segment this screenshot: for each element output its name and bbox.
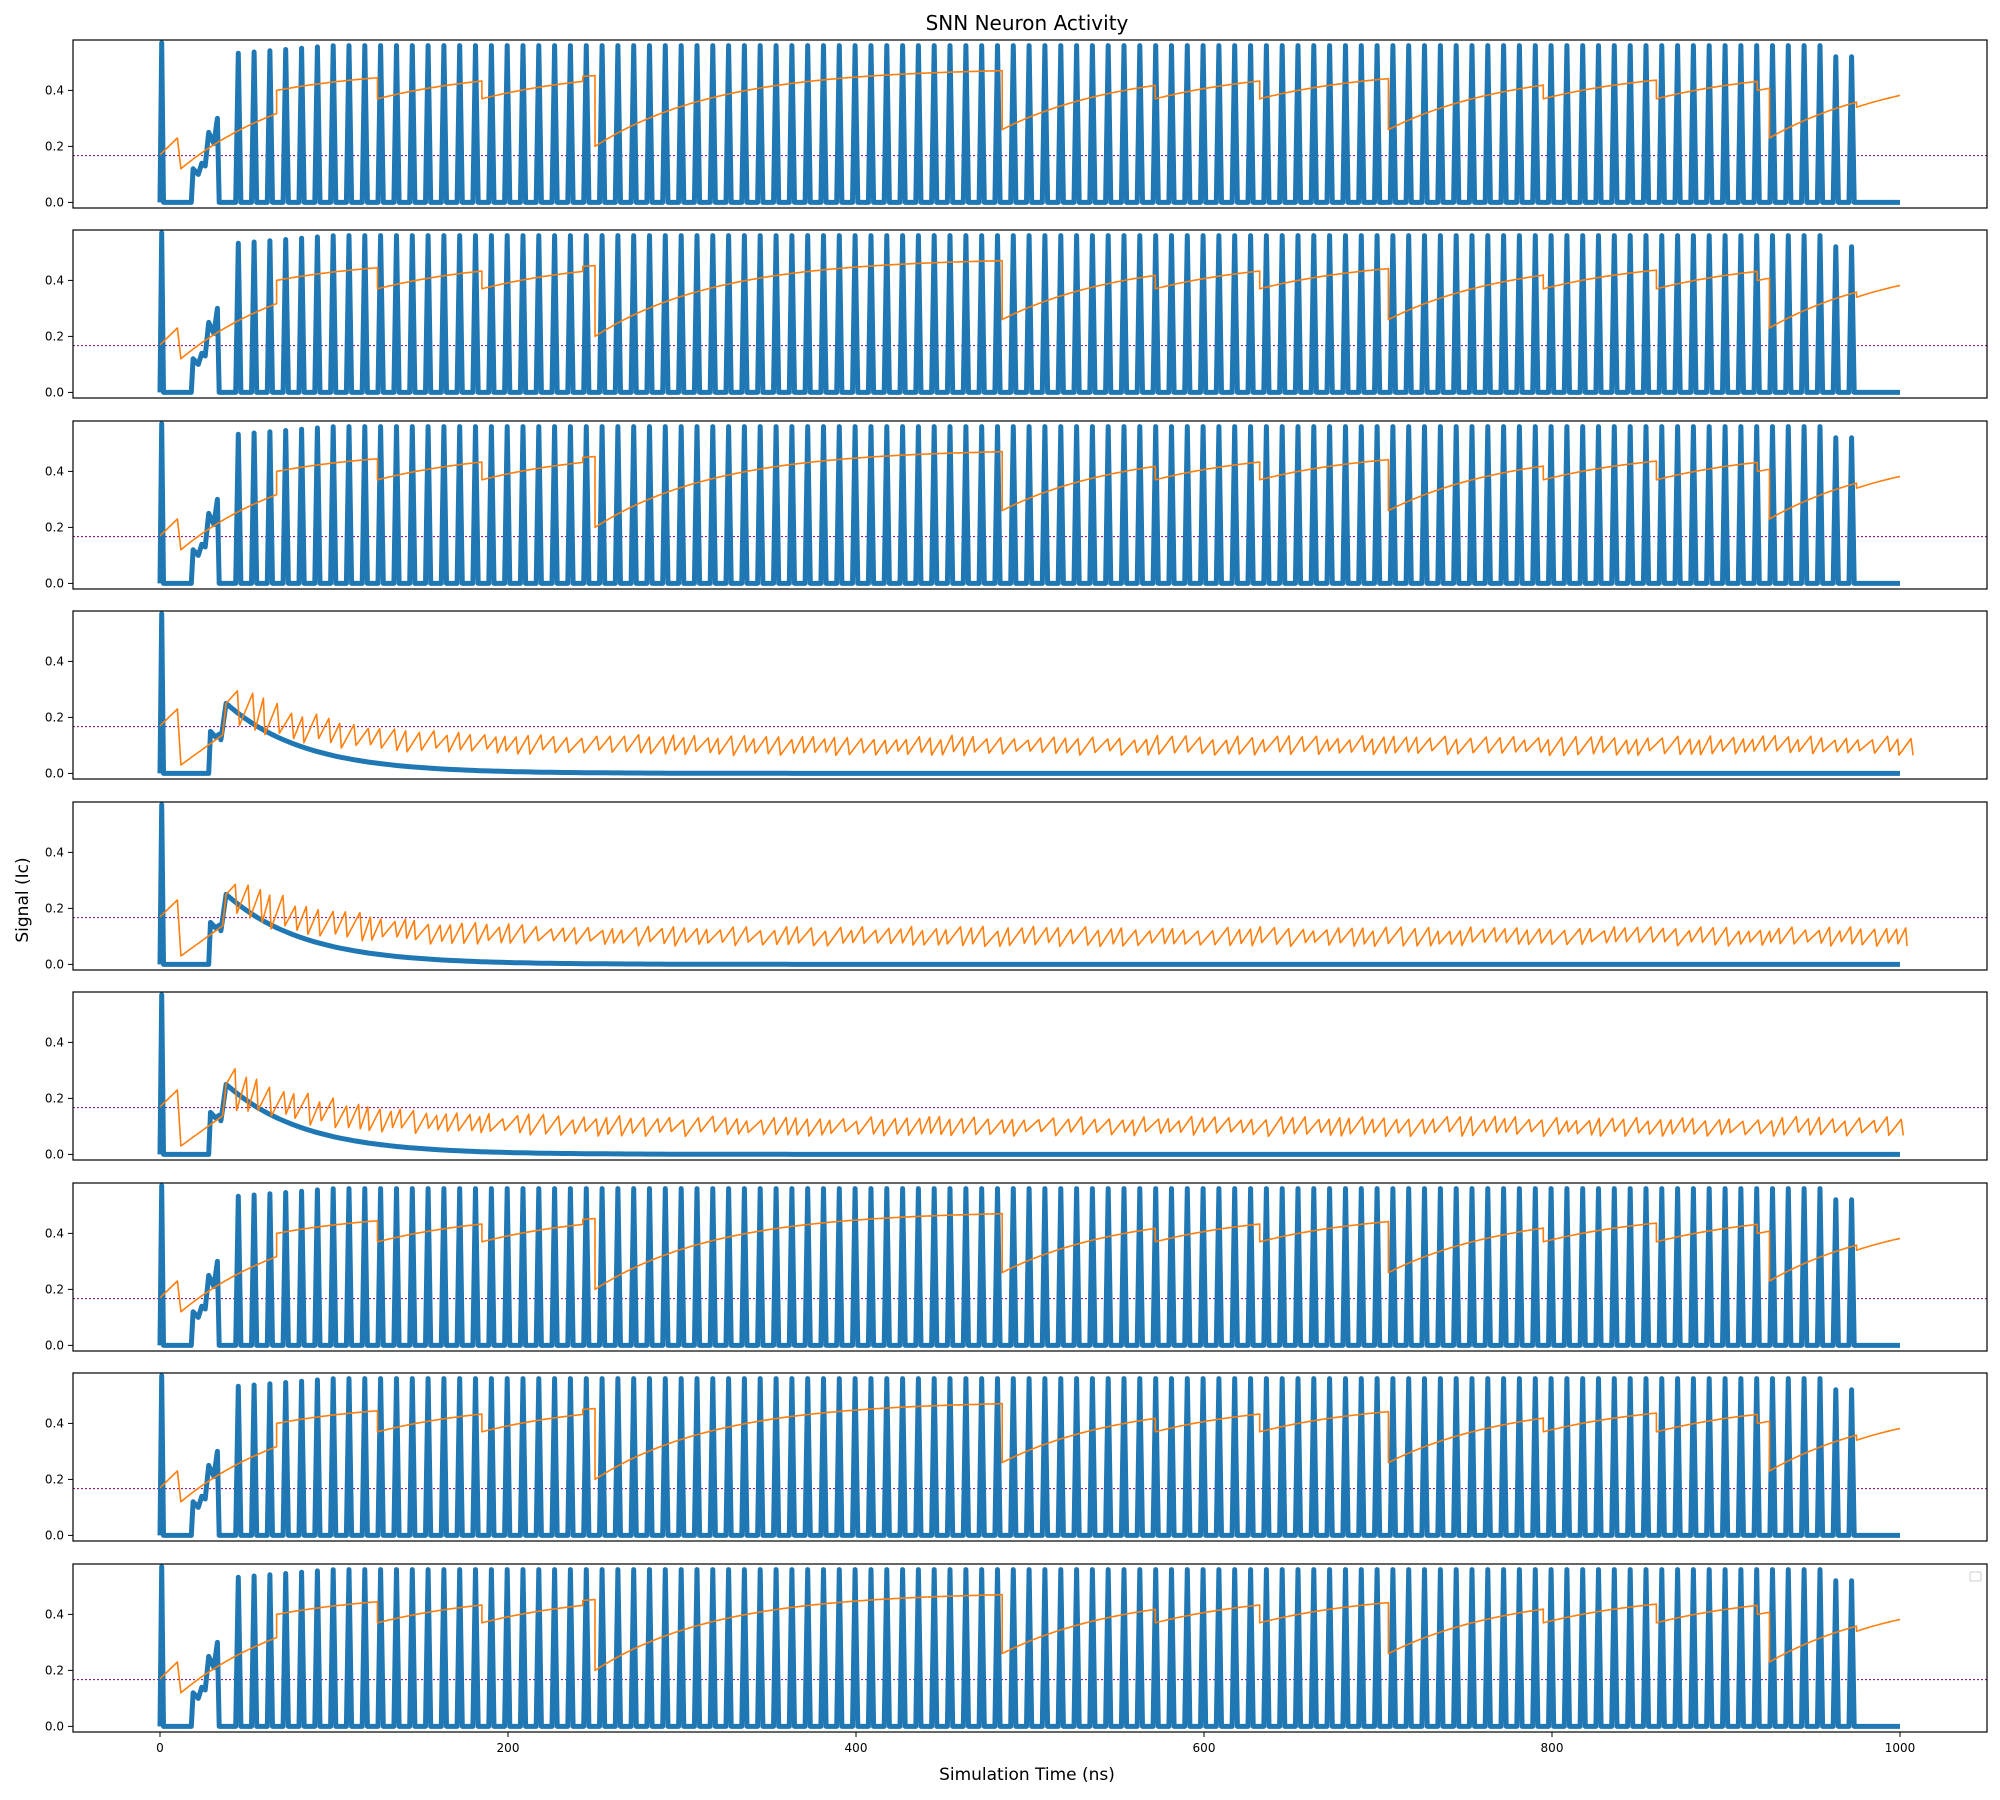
x-tick-label: 0 [156, 1741, 164, 1755]
membrane-series-line [159, 1402, 1901, 1503]
y-tick-label: 0.0 [45, 1719, 64, 1733]
y-tick-label: 0.4 [45, 1226, 64, 1240]
y-tick-label: 0.4 [45, 1607, 64, 1621]
panel-4: 0.0 0.2 0.4 [45, 610, 1988, 780]
y-tick-label: 0.4 [45, 464, 64, 478]
panel-frame [72, 1182, 1988, 1352]
y-tick-label: 0.0 [45, 576, 64, 590]
spike-series-line [157, 802, 1900, 967]
membrane-series-line [159, 450, 1901, 551]
panel-7: 0.0 0.2 0.4 [45, 1182, 1988, 1352]
panel-frame [72, 1372, 1988, 1542]
membrane-series-line [159, 1212, 1901, 1313]
y-tick-label: 0.2 [45, 710, 64, 724]
y-axis-label: Signal (Ic) [13, 857, 33, 942]
x-tick-label: 600 [1193, 1741, 1216, 1755]
x-tick-label: 1000 [1885, 1741, 1916, 1755]
y-tick-label: 0.4 [45, 273, 64, 287]
y-tick-label: 0.4 [45, 1416, 64, 1430]
x-tick-label: 400 [845, 1741, 868, 1755]
x-tick-label: 200 [497, 1741, 520, 1755]
legend-box [1969, 1571, 1982, 1582]
membrane-series-line [159, 883, 1908, 957]
y-tick-label: 0.2 [45, 1282, 64, 1296]
y-tick-label: 0.0 [45, 1147, 64, 1161]
panels: 0.00.20.40.00.20.40.00.20.40.00.20.40.00… [45, 39, 1988, 1755]
chart-title: SNN Neuron Activity [926, 11, 1129, 35]
panel-frame [72, 420, 1988, 590]
panel-3: 0.0 0.2 0.4 [45, 420, 1988, 590]
y-tick-label: 0.0 [45, 1338, 64, 1352]
y-tick-label: 0.2 [45, 1091, 64, 1105]
panel-frame [72, 39, 1988, 209]
panel-frame [72, 229, 1988, 399]
membrane-series-line [159, 1068, 1905, 1147]
panel-frame [72, 991, 1988, 1161]
membrane-series-line [159, 1593, 1901, 1694]
panel-frame [72, 1563, 1988, 1733]
spike-series-line [157, 611, 1900, 776]
y-tick-label: 0.0 [45, 957, 64, 971]
spike-series-line [157, 1183, 1900, 1348]
spike-series-line [157, 230, 1900, 395]
x-axis-label: Simulation Time (ns) [939, 1765, 1115, 1785]
y-tick-label: 0.2 [45, 1472, 64, 1486]
panel-8: 0.0 0.2 0.4 [45, 1372, 1988, 1542]
panel-1: 0.0 0.2 0.4 [45, 39, 1988, 209]
panel-5: 0.0 0.2 0.4 [45, 801, 1988, 971]
y-tick-label: 0.2 [45, 520, 64, 534]
y-tick-label: 0.0 [45, 385, 64, 399]
panel-9: 0.0 0.2 0.4 0 200 400 600 800 1000 [45, 1563, 1988, 1755]
y-tick-label: 0.4 [45, 845, 64, 859]
membrane-series-line [159, 259, 1901, 360]
spike-series-line [157, 40, 1900, 205]
membrane-series-line [159, 690, 1914, 766]
y-tick-label: 0.0 [45, 1528, 64, 1542]
panel-frame [72, 801, 1988, 971]
spike-series-line [157, 992, 1900, 1157]
panel-frame [72, 610, 1988, 780]
spike-series-line [157, 1373, 1900, 1538]
y-tick-label: 0.2 [45, 901, 64, 915]
y-tick-label: 0.2 [45, 1663, 64, 1677]
y-tick-label: 0.0 [45, 195, 64, 209]
y-tick-label: 0.2 [45, 329, 64, 343]
spike-series-line [157, 421, 1900, 586]
membrane-series-line [159, 69, 1901, 170]
y-tick-label: 0.4 [45, 654, 64, 668]
panel-6: 0.0 0.2 0.4 [45, 991, 1988, 1161]
y-tick-label: 0.0 [45, 766, 64, 780]
spike-series-line [157, 1564, 1900, 1729]
y-tick-label: 0.4 [45, 83, 64, 97]
y-tick-label: 0.4 [45, 1035, 64, 1049]
y-tick-label: 0.2 [45, 139, 64, 153]
x-tick-label: 800 [1541, 1741, 1564, 1755]
panel-2: 0.0 0.2 0.4 [45, 229, 1988, 399]
